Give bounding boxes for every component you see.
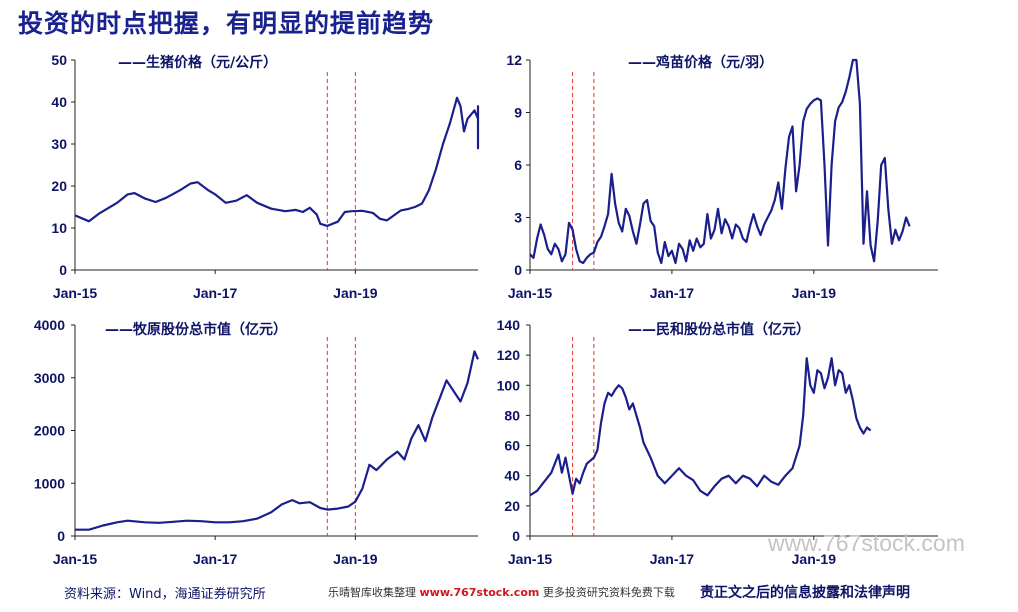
series-line [529,357,872,497]
y-tick-label: 3 [514,210,522,226]
x-tick-label: Jan-19 [333,285,378,301]
footer-source: 资料来源：Wind，海通证券研究所 [64,587,266,602]
footer-banner-suffix: 更多投资研究资料免费下载 [542,586,675,599]
legend-label: ——牧原股份总市值（亿元） [105,321,287,338]
legend-label: ——鸡苗价格（元/羽） [628,54,773,71]
y-tick-label: 60 [504,438,520,454]
x-tick-label: Jan-19 [792,285,837,301]
y-tick-label: 3000 [34,370,65,386]
page-title: 投资的时点把握，有明显的提前趋势 [18,9,435,38]
series-line [529,58,911,265]
footer-banner: 乐晴智库收集整理 www.767stock.com 更多投资研究资料免费下载 [328,584,675,600]
y-tick-label: 4000 [34,317,65,333]
y-tick-label: 20 [51,178,67,194]
y-tick-label: 0 [57,528,65,544]
x-tick-label: Jan-17 [650,551,695,567]
watermark-text: www.767stock.com [768,530,965,556]
y-tick-label: 30 [51,136,67,152]
y-tick-label: 6 [514,157,522,173]
y-tick-label: 40 [51,94,67,110]
series-line [75,350,480,531]
y-tick-label: 50 [51,52,67,68]
y-tick-label: 120 [497,347,521,363]
y-tick-label: 1000 [34,475,65,491]
legend-label: ——生猪价格（元/公斤） [118,54,277,71]
y-tick-label: 0 [512,528,520,544]
x-tick-label: Jan-19 [792,551,837,567]
x-tick-label: Jan-15 [53,285,98,301]
y-tick-label: 2000 [34,423,65,439]
footer-banner-prefix: 乐晴智库收集整理 [328,586,416,599]
x-tick-label: Jan-15 [53,551,98,567]
footer-banner-site[interactable]: www.767stock.com [419,586,540,599]
x-tick-label: Jan-17 [650,285,695,301]
y-tick-label: 0 [59,262,67,278]
x-tick-label: Jan-17 [193,551,238,567]
y-tick-label: 140 [497,317,521,333]
y-tick-label: 10 [51,220,67,236]
y-tick-label: 12 [506,52,522,68]
y-tick-label: 80 [504,407,520,423]
footer-disclaimer: 责正文之后的信息披露和法律声明 [700,585,910,601]
y-tick-label: 100 [497,377,521,393]
x-tick-label: Jan-19 [333,551,378,567]
series-line [74,96,480,227]
y-tick-label: 9 [514,105,522,121]
y-tick-label: 0 [514,262,522,278]
x-tick-label: Jan-15 [508,285,553,301]
x-tick-label: Jan-17 [193,285,238,301]
y-tick-label: 20 [504,498,520,514]
y-tick-label: 40 [504,468,520,484]
x-tick-label: Jan-15 [508,551,553,567]
legend-label: ——民和股份总市值（亿元） [628,321,810,338]
